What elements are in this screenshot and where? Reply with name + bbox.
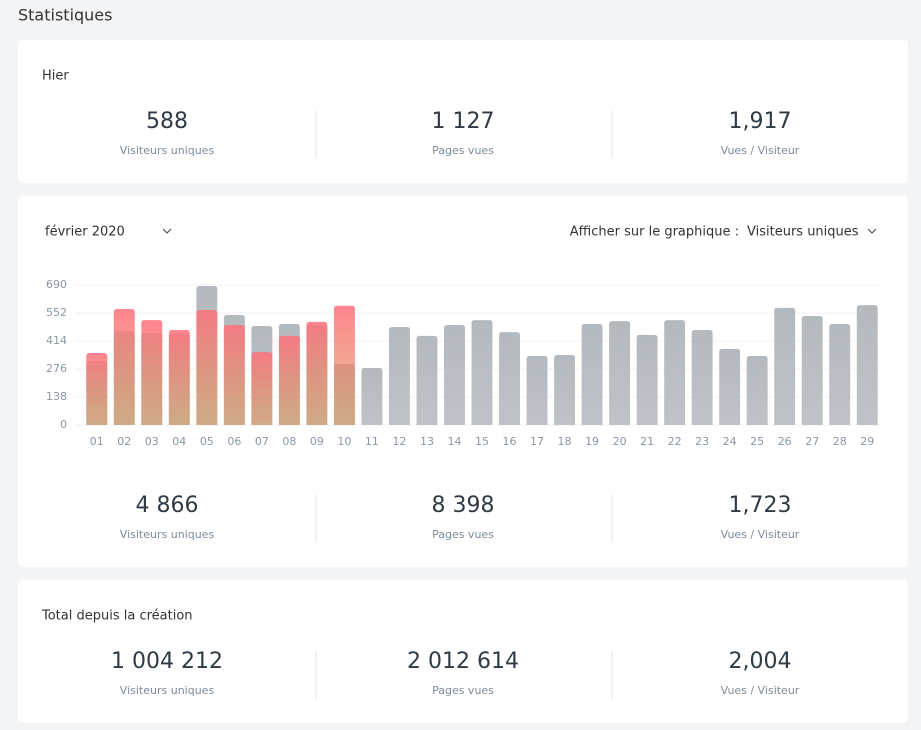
bar bbox=[251, 352, 273, 425]
y-tick-label: 552 bbox=[46, 306, 67, 319]
stat-label: Vues / Visiteur bbox=[721, 684, 800, 697]
x-tick-label: 14 bbox=[447, 435, 461, 448]
bar bbox=[664, 320, 686, 425]
card-title: Total depuis la création bbox=[41, 609, 193, 624]
x-tick-label: 18 bbox=[558, 435, 572, 448]
x-tick-label: 11 bbox=[365, 435, 379, 448]
y-tick-label: 414 bbox=[46, 334, 67, 347]
bar bbox=[801, 316, 823, 425]
x-tick-label: 29 bbox=[860, 435, 874, 448]
page-title: Statistiques bbox=[18, 6, 112, 25]
x-tick-label: 24 bbox=[723, 435, 737, 448]
x-tick-label: 17 bbox=[530, 435, 544, 448]
period-select[interactable]: février 2020 bbox=[45, 225, 125, 240]
x-tick-label: 28 bbox=[833, 435, 847, 448]
y-tick-label: 138 bbox=[46, 390, 67, 403]
bar bbox=[141, 320, 163, 425]
x-tick-label: 16 bbox=[503, 435, 517, 448]
stat-value: 588 bbox=[146, 109, 188, 134]
stat-label: Vues / Visiteur bbox=[721, 144, 800, 157]
x-tick-label: 23 bbox=[695, 435, 709, 448]
stat-value: 1 127 bbox=[432, 109, 495, 134]
bar bbox=[306, 321, 328, 425]
y-tick-label: 0 bbox=[60, 418, 67, 431]
bar bbox=[278, 335, 300, 425]
card bbox=[18, 580, 908, 723]
stat-label: Pages vues bbox=[432, 684, 494, 697]
x-tick-label: 27 bbox=[805, 435, 819, 448]
bar bbox=[691, 330, 713, 425]
bar bbox=[719, 348, 741, 425]
x-tick-label: 13 bbox=[420, 435, 434, 448]
bar bbox=[774, 307, 796, 425]
bar bbox=[113, 308, 135, 425]
bar bbox=[636, 334, 658, 425]
x-tick-label: 15 bbox=[475, 435, 489, 448]
x-tick-label: 20 bbox=[613, 435, 627, 448]
bar bbox=[499, 332, 520, 425]
stat-label: Visiteurs uniques bbox=[120, 144, 215, 157]
bar bbox=[856, 305, 878, 425]
y-tick-label: 690 bbox=[46, 278, 67, 291]
stat-label: Vues / Visiteur bbox=[721, 528, 800, 541]
x-tick-label: 19 bbox=[585, 435, 599, 448]
stat-value: 1 004 212 bbox=[111, 649, 223, 674]
y-tick-label: 276 bbox=[46, 362, 67, 375]
stat-value: 1,917 bbox=[729, 109, 792, 134]
chevron[interactable] bbox=[162, 228, 172, 234]
bar bbox=[444, 324, 465, 425]
display-label: Afficher sur le graphique : bbox=[570, 225, 739, 240]
bar bbox=[168, 330, 190, 425]
bar bbox=[86, 352, 108, 425]
bar bbox=[196, 309, 218, 425]
x-tick-label: 09 bbox=[310, 435, 324, 448]
x-tick-label: 08 bbox=[282, 435, 296, 448]
stat-label: Visiteurs uniques bbox=[120, 528, 215, 541]
x-tick-label: 01 bbox=[90, 435, 104, 448]
card bbox=[18, 40, 908, 183]
stat-label: Pages vues bbox=[432, 144, 494, 157]
x-tick-label: 07 bbox=[255, 435, 269, 448]
stat-value: 2 012 614 bbox=[407, 649, 519, 674]
x-tick-label: 21 bbox=[640, 435, 654, 448]
x-tick-label: 05 bbox=[200, 435, 214, 448]
stat-value: 2,004 bbox=[729, 649, 792, 674]
x-tick-label: 12 bbox=[392, 435, 406, 448]
bar bbox=[388, 327, 410, 425]
bar bbox=[361, 367, 383, 425]
bar bbox=[829, 323, 851, 425]
bar bbox=[554, 355, 576, 425]
stat-value: 8 398 bbox=[432, 493, 495, 518]
x-tick-label: 26 bbox=[778, 435, 792, 448]
stat-label: Pages vues bbox=[432, 528, 494, 541]
bar bbox=[416, 335, 438, 425]
x-tick-label: 22 bbox=[668, 435, 682, 448]
x-tick-label: 03 bbox=[145, 435, 159, 448]
bar bbox=[526, 356, 548, 425]
x-tick-label: 04 bbox=[172, 435, 186, 448]
x-tick-label: 02 bbox=[117, 435, 131, 448]
stat-value: 4 866 bbox=[136, 493, 199, 518]
x-tick-label: 25 bbox=[750, 435, 764, 448]
bar bbox=[746, 356, 768, 425]
bar bbox=[223, 324, 245, 425]
chevron[interactable] bbox=[867, 228, 877, 234]
x-tick-label: 10 bbox=[337, 435, 351, 448]
bar bbox=[581, 323, 603, 425]
card-title: Hier bbox=[42, 69, 69, 84]
x-tick-label: 06 bbox=[227, 435, 241, 448]
bar bbox=[333, 305, 355, 425]
stat-label: Visiteurs uniques bbox=[120, 684, 215, 697]
bar bbox=[609, 321, 631, 425]
stat-value: 1,723 bbox=[729, 493, 792, 518]
display-select[interactable]: Visiteurs uniques bbox=[747, 225, 859, 240]
bar bbox=[471, 320, 493, 425]
